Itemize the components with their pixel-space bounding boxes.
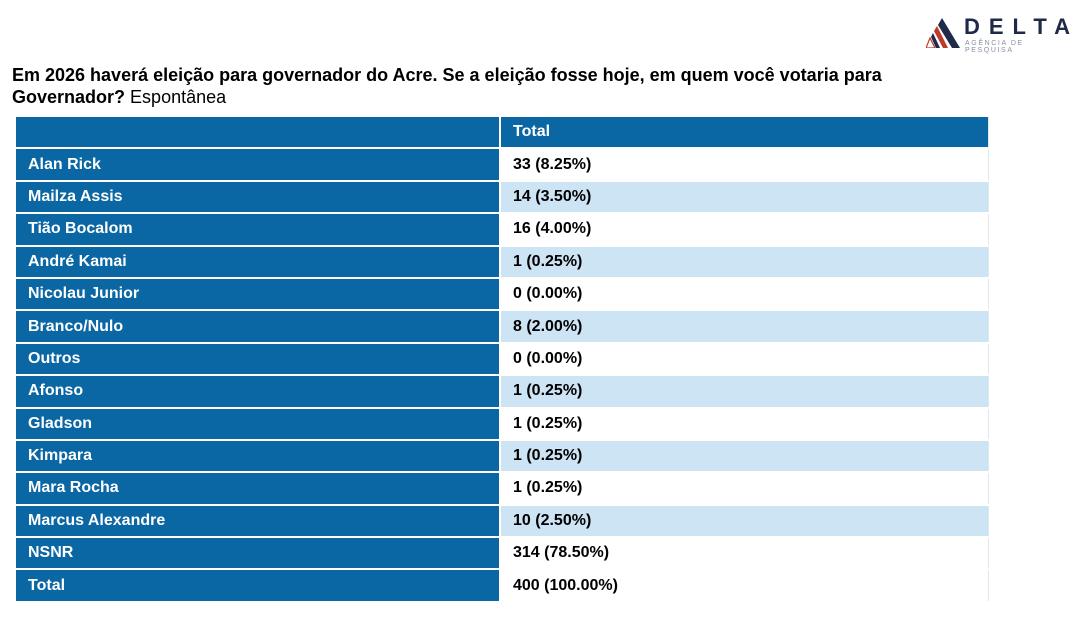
header-label-cell — [16, 117, 501, 148]
row-label: Outros — [16, 343, 501, 375]
delta-logo: DELTA AGÊNCIA DE PESQUISA — [926, 14, 1071, 54]
row-value: 16 (4.00%) — [501, 214, 989, 245]
table-row: Alan Rick 33 (8.25%) — [16, 149, 989, 180]
row-value: 1 (0.25%) — [501, 440, 989, 472]
table-row: André Kamai 1 (0.25%) — [16, 246, 989, 277]
row-label: André Kamai — [16, 246, 501, 277]
results-table: Total Alan Rick 33 (8.25%) Mailza Assis 14 … — [16, 115, 989, 603]
row-label: Total — [16, 570, 501, 601]
table-row: Mailza Assis 14 (3.50%) — [16, 181, 989, 213]
row-value: 10 (2.50%) — [501, 505, 989, 537]
table-row: Kimpara 1 (0.25%) — [16, 440, 989, 472]
row-label: Gladson — [16, 408, 501, 439]
row-value: 400 (100.00%) — [501, 570, 989, 601]
table-row: Gladson 1 (0.25%) — [16, 408, 989, 439]
table-header-row: Total — [16, 117, 989, 148]
row-label: Mailza Assis — [16, 181, 501, 213]
row-label: Nicolau Junior — [16, 278, 501, 310]
logo-tagline: AGÊNCIA DE PESQUISA — [965, 40, 1024, 54]
row-label: Branco/Nulo — [16, 311, 501, 342]
table-row: Mara Rocha 1 (0.25%) — [16, 473, 989, 504]
row-label: Mara Rocha — [16, 473, 501, 504]
question-type: Espontânea — [130, 87, 227, 107]
question-title: Em 2026 haverá eleição para governador d… — [12, 64, 912, 108]
table-row: Tião Bocalom 16 (4.00%) — [16, 214, 989, 245]
row-value: 1 (0.25%) — [501, 246, 989, 277]
row-value: 14 (3.50%) — [501, 181, 989, 213]
row-value: 314 (78.50%) — [501, 538, 989, 569]
header-total-cell: Total — [501, 117, 989, 148]
table-row: Branco/Nulo 8 (2.00%) — [16, 311, 989, 342]
row-label: Alan Rick — [16, 149, 501, 180]
row-label: Kimpara — [16, 440, 501, 472]
row-value: 0 (0.00%) — [501, 278, 989, 310]
question-text: Em 2026 haverá eleição para governador d… — [12, 65, 882, 107]
table-row: NSNR 314 (78.50%) — [16, 538, 989, 569]
row-value: 0 (0.00%) — [501, 343, 989, 375]
row-value: 1 (0.25%) — [501, 473, 989, 504]
row-label: Afonso — [16, 376, 501, 407]
table-row: Nicolau Junior 0 (0.00%) — [16, 278, 989, 310]
row-value: 33 (8.25%) — [501, 149, 989, 180]
table-row: Marcus Alexandre 10 (2.50%) — [16, 505, 989, 537]
row-label: NSNR — [16, 538, 501, 569]
row-value: 1 (0.25%) — [501, 408, 989, 439]
row-label: Marcus Alexandre — [16, 505, 501, 537]
row-label: Tião Bocalom — [16, 214, 501, 245]
delta-triangle-icon — [926, 18, 960, 48]
table-row: Afonso 1 (0.25%) — [16, 376, 989, 407]
table-row: Total 400 (100.00%) — [16, 570, 989, 601]
row-value: 8 (2.00%) — [501, 311, 989, 342]
logo-wordmark: DELTA — [964, 14, 1080, 39]
table-row: Outros 0 (0.00%) — [16, 343, 989, 375]
row-value: 1 (0.25%) — [501, 376, 989, 407]
